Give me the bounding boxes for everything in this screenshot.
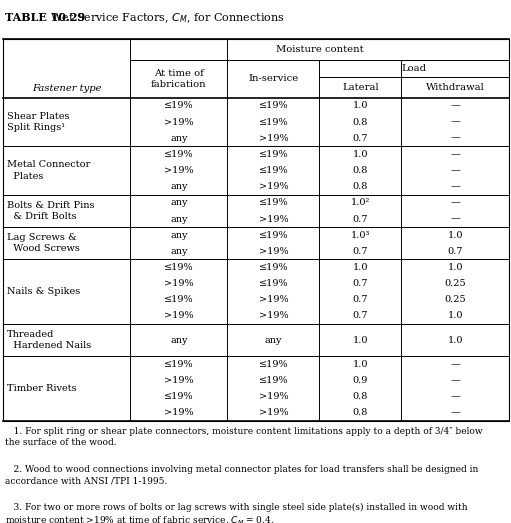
Text: 3. For two or more rows of bolts or lag screws with single steel side plate(s) i: 3. For two or more rows of bolts or lag …: [5, 503, 468, 523]
Text: ≤19%: ≤19%: [259, 198, 288, 207]
Text: ≤19%: ≤19%: [164, 360, 194, 369]
Text: ≤19%: ≤19%: [259, 166, 288, 175]
Text: 1.0³: 1.0³: [351, 231, 370, 240]
Text: >19%: >19%: [164, 376, 194, 385]
Text: Load: Load: [402, 64, 427, 73]
Text: At time of
fabrication: At time of fabrication: [151, 69, 206, 89]
Text: >19%: >19%: [259, 247, 288, 256]
Text: Timber Rivets: Timber Rivets: [7, 384, 76, 393]
Text: 1.0: 1.0: [448, 336, 463, 345]
Text: 1.0: 1.0: [448, 231, 463, 240]
Text: ≤19%: ≤19%: [259, 101, 288, 110]
Text: any: any: [170, 134, 188, 143]
Text: Threaded
  Hardened Nails: Threaded Hardened Nails: [7, 330, 91, 350]
Bar: [3, 39, 509, 421]
Text: —: —: [450, 376, 460, 385]
Text: ≤19%: ≤19%: [259, 376, 288, 385]
Text: 0.25: 0.25: [445, 295, 466, 304]
Text: ≤19%: ≤19%: [259, 150, 288, 159]
Text: 1.0: 1.0: [353, 360, 368, 369]
Text: 1.0: 1.0: [353, 101, 368, 110]
Text: —: —: [450, 150, 460, 159]
Text: Metal Connector
  Plates: Metal Connector Plates: [7, 161, 90, 180]
Text: Moisture content: Moisture content: [276, 45, 364, 54]
Text: 1.0: 1.0: [448, 263, 463, 272]
Text: ≤19%: ≤19%: [164, 150, 194, 159]
Text: In-service: In-service: [248, 74, 298, 84]
Text: 0.25: 0.25: [445, 279, 466, 288]
Text: —: —: [450, 360, 460, 369]
Text: ≤19%: ≤19%: [259, 118, 288, 127]
Text: >19%: >19%: [259, 392, 288, 401]
Text: 0.7: 0.7: [353, 295, 368, 304]
Text: >19%: >19%: [164, 408, 194, 417]
Text: 0.7: 0.7: [353, 214, 368, 223]
Text: 0.8: 0.8: [353, 118, 368, 127]
Text: ≤19%: ≤19%: [164, 295, 194, 304]
Text: 0.7: 0.7: [448, 247, 463, 256]
Text: —: —: [450, 182, 460, 191]
Text: Withdrawal: Withdrawal: [426, 83, 484, 92]
Text: >19%: >19%: [259, 214, 288, 223]
Text: —: —: [450, 408, 460, 417]
Text: 1.0: 1.0: [353, 336, 368, 345]
Text: Shear Plates
Split Rings¹: Shear Plates Split Rings¹: [7, 112, 69, 132]
Text: 1.0: 1.0: [353, 150, 368, 159]
Text: any: any: [170, 182, 188, 191]
Text: >19%: >19%: [259, 312, 288, 321]
Text: >19%: >19%: [259, 295, 288, 304]
Text: any: any: [170, 336, 188, 345]
Text: >19%: >19%: [164, 279, 194, 288]
Text: >19%: >19%: [259, 182, 288, 191]
Text: 0.9: 0.9: [353, 376, 368, 385]
Text: ≤19%: ≤19%: [164, 101, 194, 110]
Text: Wet Service Factors, $C_M$, for Connections: Wet Service Factors, $C_M$, for Connecti…: [43, 12, 285, 25]
Text: 0.8: 0.8: [353, 182, 368, 191]
Text: 0.7: 0.7: [353, 134, 368, 143]
Text: any: any: [170, 247, 188, 256]
Text: 0.7: 0.7: [353, 279, 368, 288]
Text: >19%: >19%: [259, 408, 288, 417]
Text: 0.8: 0.8: [353, 392, 368, 401]
Text: —: —: [450, 392, 460, 401]
Text: —: —: [450, 166, 460, 175]
Text: any: any: [170, 214, 188, 223]
Text: any: any: [170, 198, 188, 207]
Text: TABLE 10.29: TABLE 10.29: [5, 12, 85, 22]
Text: >19%: >19%: [259, 134, 288, 143]
Text: —: —: [450, 198, 460, 207]
Text: Nails & Spikes: Nails & Spikes: [7, 287, 80, 296]
Text: any: any: [170, 231, 188, 240]
Text: Bolts & Drift Pins
  & Drift Bolts: Bolts & Drift Pins & Drift Bolts: [7, 201, 94, 221]
Text: 0.8: 0.8: [353, 408, 368, 417]
Text: 0.8: 0.8: [353, 166, 368, 175]
Text: ≤19%: ≤19%: [164, 263, 194, 272]
Text: Lateral: Lateral: [342, 83, 379, 92]
Text: 1.0: 1.0: [448, 312, 463, 321]
Text: 1.0²: 1.0²: [351, 198, 370, 207]
Text: >19%: >19%: [164, 118, 194, 127]
Text: 2. Wood to wood connections involving metal connector plates for load transfers : 2. Wood to wood connections involving me…: [5, 465, 478, 485]
Text: >19%: >19%: [164, 312, 194, 321]
Text: ≤19%: ≤19%: [259, 231, 288, 240]
Text: Lag Screws &
  Wood Screws: Lag Screws & Wood Screws: [7, 233, 80, 253]
Text: ≤19%: ≤19%: [164, 392, 194, 401]
Text: ≤19%: ≤19%: [259, 360, 288, 369]
Text: —: —: [450, 118, 460, 127]
Text: —: —: [450, 134, 460, 143]
Text: —: —: [450, 101, 460, 110]
Text: —: —: [450, 214, 460, 223]
Text: ≤19%: ≤19%: [259, 263, 288, 272]
Text: any: any: [265, 336, 282, 345]
Text: 1. For split ring or shear plate connectors, moisture content limitations apply : 1. For split ring or shear plate connect…: [5, 427, 483, 447]
Text: 0.7: 0.7: [353, 247, 368, 256]
Text: Fastener type: Fastener type: [32, 84, 101, 93]
Text: >19%: >19%: [164, 166, 194, 175]
Text: 0.7: 0.7: [353, 312, 368, 321]
Text: ≤19%: ≤19%: [259, 279, 288, 288]
Text: 1.0: 1.0: [353, 263, 368, 272]
